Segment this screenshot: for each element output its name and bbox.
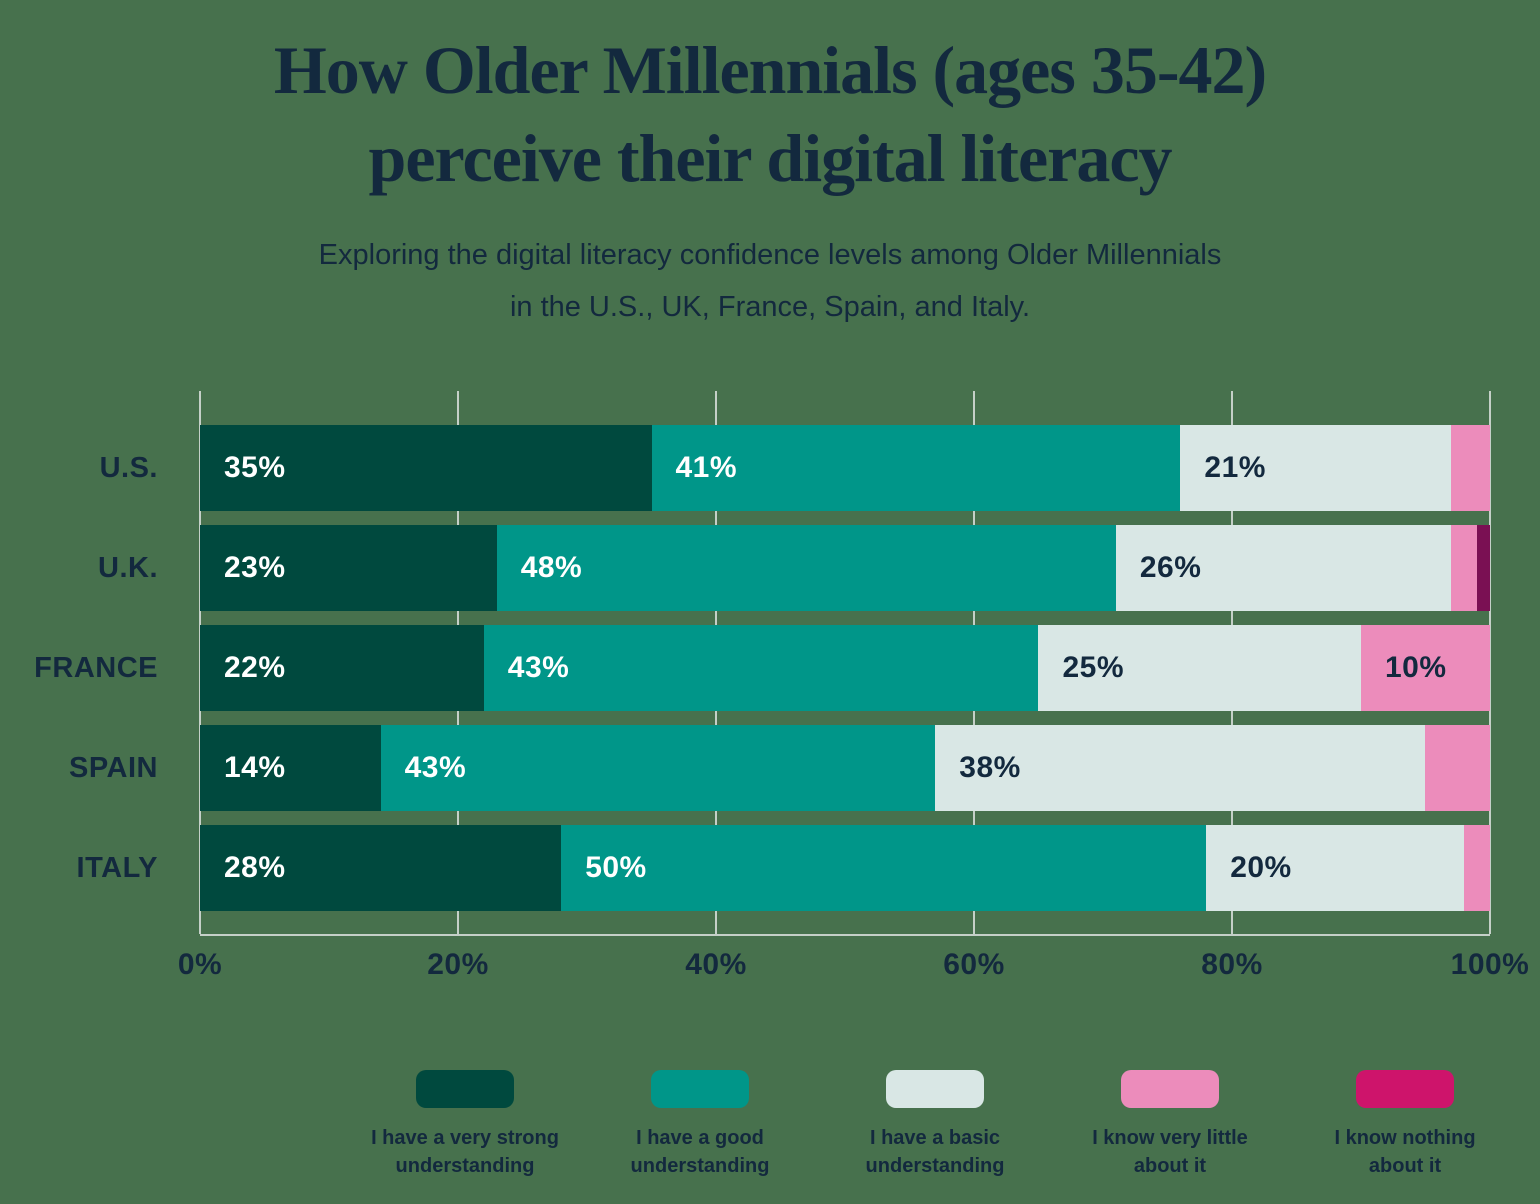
- bar-row-france: 22% 43% 25% 10%: [200, 625, 1490, 711]
- bar-segment: [1425, 725, 1490, 811]
- bar-value-label: 41%: [675, 451, 738, 484]
- bar-value-label: 43%: [507, 651, 570, 684]
- legend-swatch: [1356, 1070, 1454, 1108]
- bar-value-label: 22%: [224, 651, 286, 684]
- legend-item-4: I know very little about it: [1075, 1070, 1265, 1180]
- bar-segment: 48%: [496, 525, 1116, 611]
- legend: I have a very strong understanding I have…: [0, 1070, 1540, 1180]
- bar-value-label: 43%: [404, 751, 467, 784]
- legend-item-3: I have a basic understanding: [840, 1070, 1030, 1180]
- x-tick-label: 20%: [427, 948, 489, 981]
- category-label-spain: SPAIN: [69, 752, 158, 784]
- bar-segment: 20%: [1206, 825, 1465, 911]
- bar-value-label: 38%: [959, 751, 1021, 784]
- bar-value-label: 20%: [1230, 851, 1292, 884]
- gridline-100%: [1489, 391, 1491, 934]
- bar-row-italy: 28% 50% 20%: [200, 825, 1490, 911]
- plot-area: 35% 41% 21% 23% 48% 26% 22% 43% 25% 10% 14% 43% 38% 2…: [199, 391, 1491, 936]
- bar-value-label: 23%: [224, 551, 286, 584]
- x-tick-label: 60%: [943, 948, 1005, 981]
- legend-swatch: [886, 1070, 984, 1108]
- chart-subtitle: Exploring the digital literacy confidenc…: [318, 238, 1222, 323]
- bar-segment: 14%: [200, 725, 381, 811]
- x-tick-label: 40%: [685, 948, 747, 981]
- bar-segment: [1451, 525, 1478, 611]
- legend-label: I have a very strong understanding: [371, 1127, 559, 1177]
- bar-segment: [1451, 425, 1490, 511]
- bar-value-label: 21%: [1204, 451, 1266, 484]
- bar-segment: 21%: [1180, 425, 1452, 511]
- bar-segment: 35%: [200, 425, 652, 511]
- bar-segment: 41%: [651, 425, 1181, 511]
- legend-item-2: I have a good understanding: [605, 1070, 795, 1180]
- bar-value-label: 10%: [1384, 651, 1447, 684]
- bar-row-us: 35% 41% 21%: [200, 425, 1490, 511]
- legend-item-5: I know nothing about it: [1310, 1070, 1500, 1180]
- bar-value-label: 14%: [224, 751, 286, 784]
- bar-segment: 26%: [1115, 525, 1452, 611]
- bar-row-uk: 23% 48% 26%: [200, 525, 1490, 611]
- bar-segment: 10%: [1360, 625, 1490, 711]
- bar-value-label: 50%: [585, 851, 647, 884]
- bar-value-label: 35%: [224, 451, 286, 484]
- category-label-us: U.S.: [99, 452, 158, 484]
- x-tick-label: 80%: [1201, 948, 1263, 981]
- legend-swatch: [416, 1070, 514, 1108]
- legend-label: I have a good understanding: [630, 1127, 770, 1177]
- x-tick-label: 0%: [177, 948, 223, 981]
- bar-segment: 43%: [483, 625, 1039, 711]
- legend-item-1: I have a very strong understanding: [370, 1070, 560, 1180]
- category-label-uk: U.K.: [98, 552, 158, 584]
- category-label-france: FRANCE: [34, 652, 158, 684]
- bar-value-label: 48%: [520, 551, 583, 584]
- bar-value-label: 28%: [224, 851, 286, 884]
- bar-segment: [1464, 825, 1490, 911]
- chart-title: How Older Millennials (ages 35-42) perce…: [273, 32, 1267, 197]
- bar-segment: 22%: [200, 625, 484, 711]
- bar-segment: 28%: [200, 825, 562, 911]
- bar-segment: 23%: [200, 525, 497, 611]
- bar-segment: 43%: [380, 725, 936, 811]
- legend-swatch: [1121, 1070, 1219, 1108]
- x-tick-label: 100%: [1450, 948, 1530, 981]
- legend-label: I have a basic understanding: [865, 1127, 1005, 1177]
- chart-header: How Older Millennials (ages 35-42) perce…: [0, 26, 1540, 333]
- bar-value-label: 25%: [1062, 651, 1125, 684]
- bar-segment: [1477, 525, 1490, 611]
- legend-label: I know very little about it: [1092, 1127, 1248, 1177]
- bar-value-label: 26%: [1139, 551, 1202, 584]
- bar-segment: 38%: [935, 725, 1426, 811]
- legend-label: I know nothing about it: [1334, 1127, 1476, 1177]
- bar-segment: 25%: [1038, 625, 1361, 711]
- bar-row-spain: 14% 43% 38%: [200, 725, 1490, 811]
- category-label-italy: ITALY: [76, 852, 158, 884]
- bar-segment: 50%: [561, 825, 1207, 911]
- x-axis: 0% 20% 40% 60% 80% 100%: [178, 948, 1529, 988]
- legend-swatch: [651, 1070, 749, 1108]
